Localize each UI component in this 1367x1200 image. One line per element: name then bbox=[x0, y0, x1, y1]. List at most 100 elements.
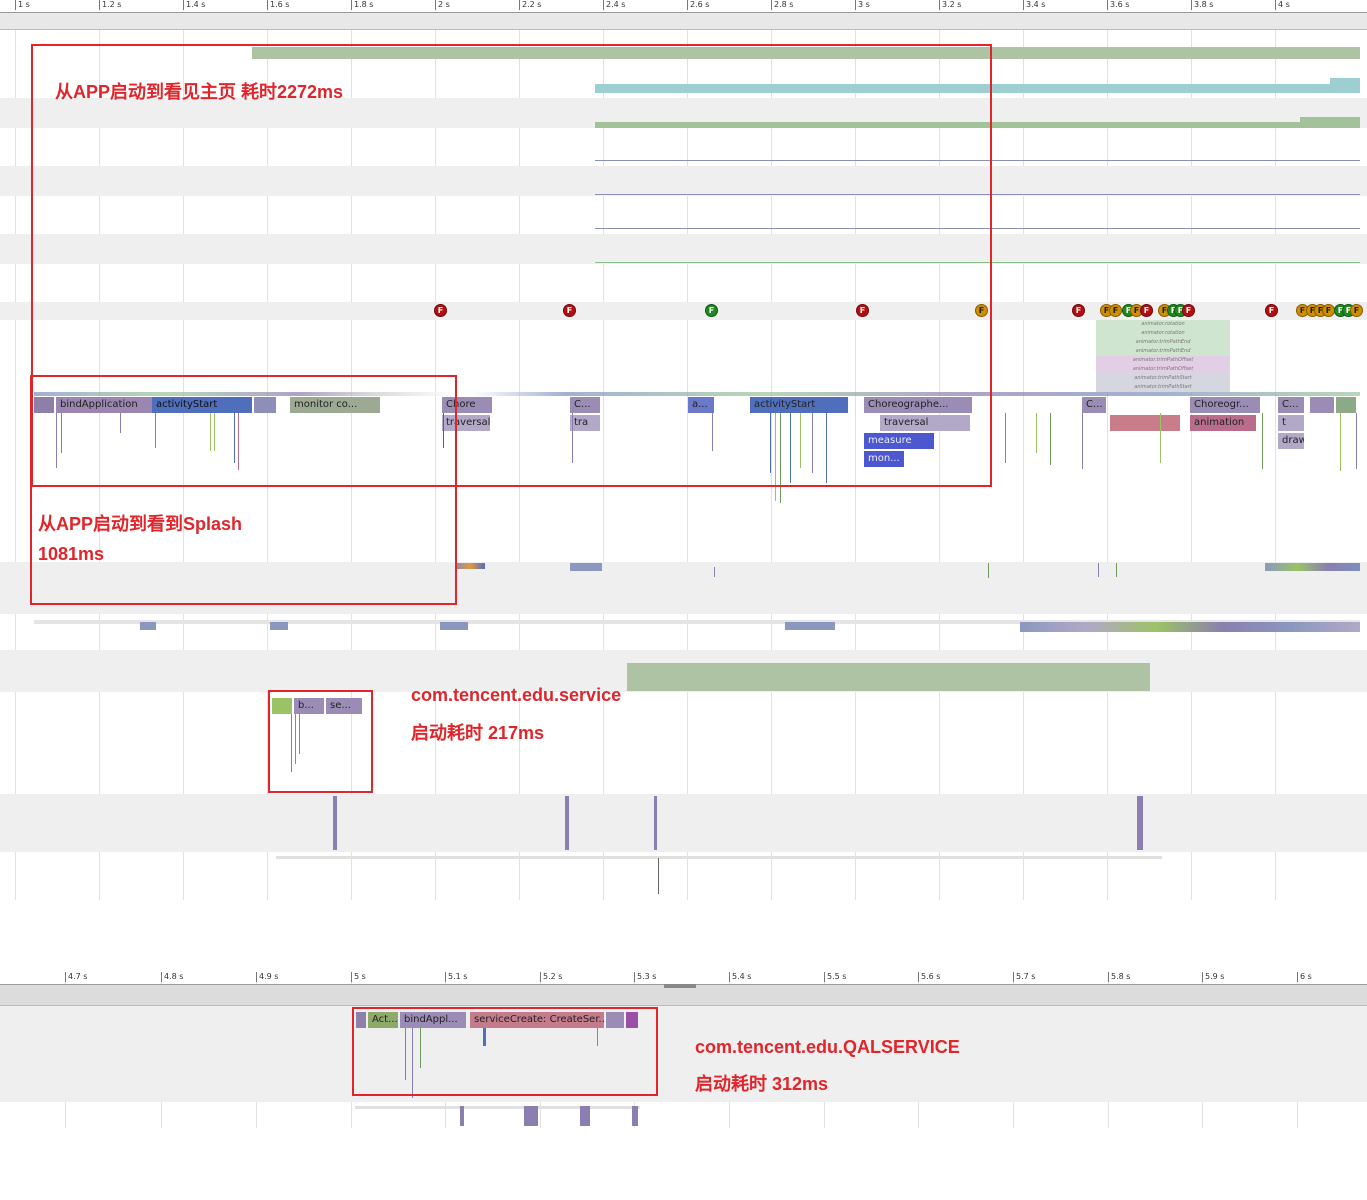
slice-monitor[interactable]: monitor co... bbox=[290, 397, 380, 413]
frame-marker[interactable]: F bbox=[1072, 304, 1085, 317]
slice-activity-start[interactable]: activityStart bbox=[750, 397, 848, 413]
slice-choreographer[interactable]: C... bbox=[1278, 397, 1304, 413]
tick-label: 1.2 s bbox=[99, 0, 121, 10]
slice[interactable] bbox=[1336, 397, 1356, 413]
depth-mark bbox=[483, 1028, 486, 1046]
binder-slice[interactable] bbox=[440, 622, 468, 630]
slice-choreographer[interactable]: Choreogr... bbox=[1190, 397, 1260, 413]
gridline bbox=[771, 12, 772, 900]
frames-track[interactable] bbox=[0, 302, 1367, 320]
depth-mark bbox=[1005, 413, 1006, 463]
async-slice[interactable] bbox=[252, 47, 1360, 59]
depth-mark bbox=[654, 796, 657, 850]
binder-track[interactable] bbox=[34, 620, 1360, 624]
overview-track[interactable] bbox=[0, 985, 1367, 1006]
tick-label: 2 s bbox=[435, 0, 450, 10]
slice[interactable] bbox=[606, 1012, 624, 1028]
gridline bbox=[1191, 12, 1192, 900]
async-slice[interactable] bbox=[627, 663, 1150, 691]
frame-marker[interactable]: F bbox=[434, 304, 447, 317]
frame-marker[interactable]: F bbox=[1322, 304, 1335, 317]
slice[interactable] bbox=[272, 698, 292, 714]
counter-track[interactable] bbox=[595, 122, 1360, 128]
frame-marker[interactable]: F bbox=[563, 304, 576, 317]
binder-slice[interactable] bbox=[1020, 622, 1360, 632]
annotation-service-time: 启动耗时 217ms bbox=[411, 723, 545, 743]
slice-draw[interactable]: draw bbox=[1278, 433, 1304, 449]
slice[interactable] bbox=[1310, 397, 1334, 413]
slice-bind[interactable]: b... bbox=[294, 698, 324, 714]
render-slice[interactable] bbox=[570, 563, 602, 571]
gridline bbox=[939, 12, 940, 900]
animator-slice[interactable]: animator.trimPathOffset bbox=[1096, 356, 1230, 365]
animator-slice[interactable]: animator.rotation bbox=[1096, 329, 1230, 338]
track-band[interactable] bbox=[0, 1006, 1367, 1102]
tick-label: 2.2 s bbox=[519, 0, 541, 10]
track-band[interactable] bbox=[0, 234, 1367, 264]
gridline bbox=[519, 12, 520, 900]
slice-measure[interactable]: measure bbox=[864, 433, 934, 449]
render-slice[interactable] bbox=[455, 563, 485, 569]
slice[interactable] bbox=[34, 397, 54, 413]
track-band[interactable] bbox=[0, 562, 1367, 614]
slice-bind-application[interactable]: bindApplication bbox=[56, 397, 152, 413]
slice-choreographer[interactable]: C... bbox=[570, 397, 600, 413]
tick-label: 5.1 s bbox=[445, 972, 467, 982]
track-band[interactable] bbox=[0, 166, 1367, 196]
binder-slice[interactable] bbox=[270, 622, 288, 630]
slice[interactable] bbox=[1110, 415, 1180, 431]
slice-service-create[interactable]: serviceCreate: CreateSer... bbox=[470, 1012, 604, 1028]
slice-choreographer[interactable]: Choreographe... bbox=[864, 397, 972, 413]
animator-slice[interactable]: animator.trimPathOffset bbox=[1096, 365, 1230, 374]
frame-marker[interactable]: F bbox=[1130, 304, 1143, 317]
annotation-qalservice-name: com.tencent.edu.QALSERVICE bbox=[695, 1037, 960, 1057]
slice-traversal[interactable]: traversal bbox=[880, 415, 970, 431]
slice-service-create[interactable]: se... bbox=[326, 698, 362, 714]
tick-label: 3.8 s bbox=[1191, 0, 1213, 10]
slice-activity[interactable]: Act... bbox=[368, 1012, 398, 1028]
frame-marker[interactable]: F bbox=[1140, 304, 1153, 317]
animator-slice[interactable]: animator.trimPathEnd bbox=[1096, 347, 1230, 356]
slice[interactable] bbox=[254, 397, 276, 413]
slice[interactable] bbox=[356, 1012, 366, 1028]
scroll-handle[interactable] bbox=[664, 984, 696, 988]
slice-choreographer[interactable]: Chore bbox=[442, 397, 492, 413]
slice-bind-application[interactable]: bindAppl... bbox=[400, 1012, 466, 1028]
animator-slice[interactable]: animator.trimPathEnd bbox=[1096, 338, 1230, 347]
frame-marker[interactable]: F bbox=[1182, 304, 1195, 317]
slice-animation[interactable]: animation bbox=[1190, 415, 1256, 431]
frame-marker[interactable]: F bbox=[705, 304, 718, 317]
slice[interactable]: a... bbox=[688, 397, 714, 413]
depth-mark bbox=[1356, 413, 1357, 469]
animator-slice[interactable]: animator.trimPathStart bbox=[1096, 374, 1230, 383]
slice-traversal[interactable]: t bbox=[1278, 415, 1304, 431]
binder-slice[interactable] bbox=[785, 622, 835, 630]
time-ruler-top[interactable]: 1 s 1.2 s 1.4 s 1.6 s 1.8 s 2 s 2.2 s 2.… bbox=[0, 0, 1367, 13]
depth-mark bbox=[658, 858, 659, 894]
render-slice[interactable] bbox=[1265, 563, 1360, 571]
gridline bbox=[855, 12, 856, 900]
slice[interactable] bbox=[626, 1012, 638, 1028]
binder-slice[interactable] bbox=[140, 622, 156, 630]
tick-label: 5.9 s bbox=[1202, 972, 1224, 982]
binder-track[interactable] bbox=[355, 1106, 640, 1109]
tick-label: 3 s bbox=[855, 0, 870, 10]
frame-marker[interactable]: F bbox=[1296, 304, 1309, 317]
slice-traversal[interactable]: traversal bbox=[442, 415, 490, 431]
frame-marker[interactable]: F bbox=[1109, 304, 1122, 317]
slice-activity-start[interactable]: activityStart bbox=[152, 397, 252, 413]
slice[interactable]: mon... bbox=[864, 451, 904, 467]
slice-choreographer[interactable]: C... bbox=[1082, 397, 1106, 413]
depth-mark bbox=[524, 1106, 538, 1126]
counter-track[interactable] bbox=[595, 84, 1360, 93]
slice-traversal[interactable]: tra bbox=[570, 415, 600, 431]
service-idle-track[interactable] bbox=[276, 856, 1162, 859]
frame-marker[interactable]: F bbox=[1265, 304, 1278, 317]
animator-slice[interactable]: animator.trimPathStart bbox=[1096, 383, 1230, 392]
frame-marker[interactable]: F bbox=[1350, 304, 1363, 317]
frame-marker[interactable]: F bbox=[975, 304, 988, 317]
frame-marker[interactable]: F bbox=[856, 304, 869, 317]
overview-track[interactable] bbox=[0, 13, 1367, 30]
animator-slice[interactable]: animator.rotation bbox=[1096, 320, 1230, 329]
track-band[interactable] bbox=[0, 794, 1367, 852]
